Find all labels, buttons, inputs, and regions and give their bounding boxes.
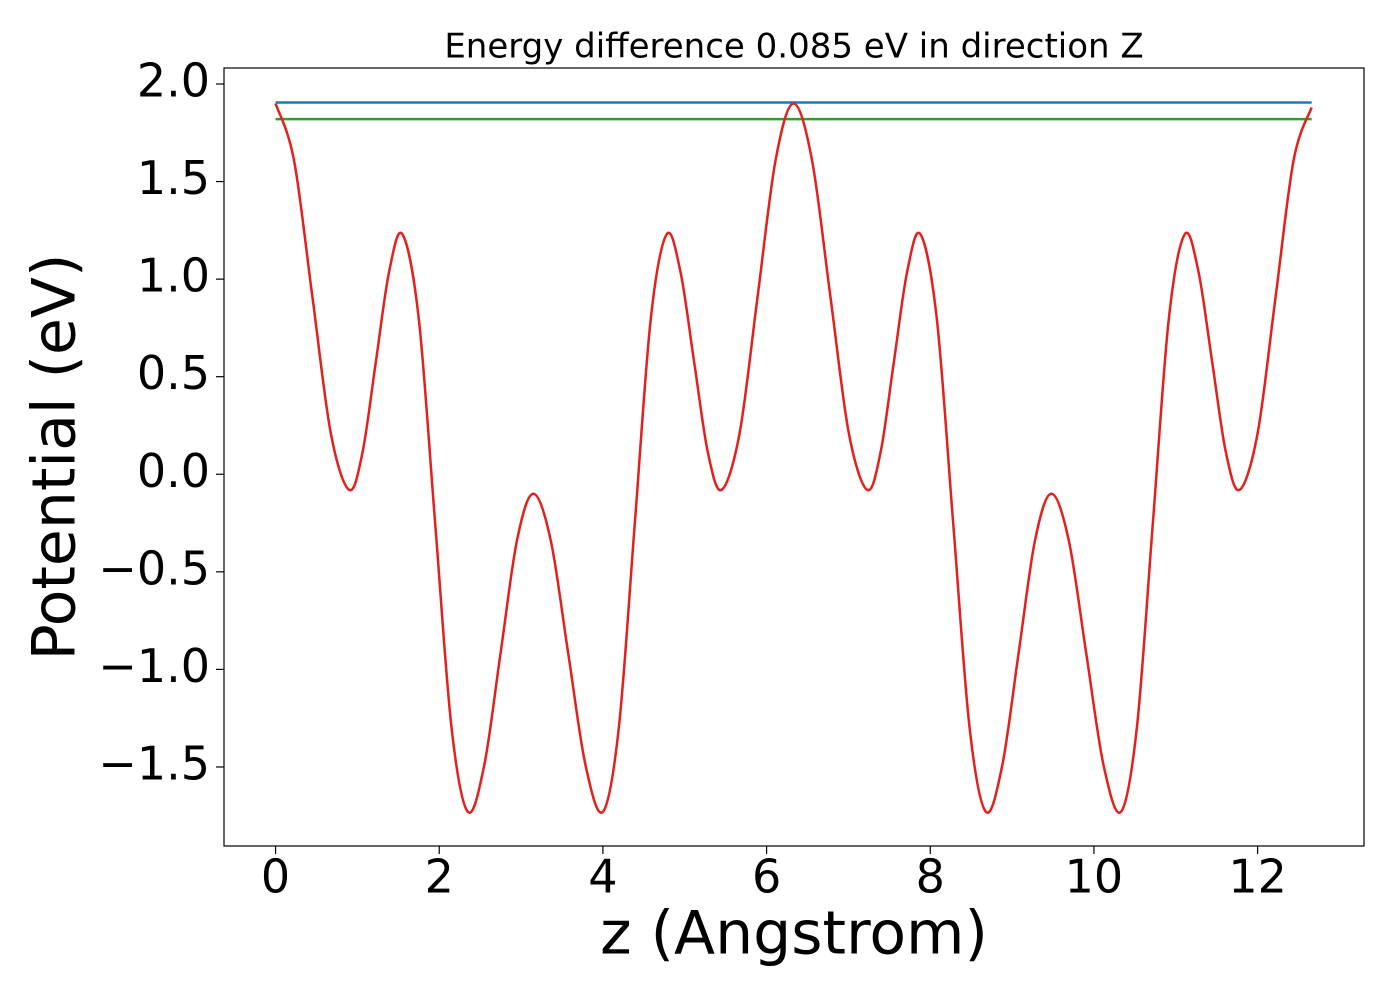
y-tick-label: 1.0 xyxy=(137,249,210,303)
y-tick-label: −1.5 xyxy=(98,736,210,790)
x-tick-label: 2 xyxy=(425,850,454,904)
x-tick-label: 6 xyxy=(752,850,781,904)
y-tick-label: 2.0 xyxy=(137,54,210,108)
x-axis-label: z (Angstrom) xyxy=(600,899,988,969)
y-tick-label: −1.0 xyxy=(98,639,210,693)
plot-frame xyxy=(223,67,1365,847)
data-line xyxy=(274,102,1313,814)
y-axis-label: Potential (eV) xyxy=(20,254,90,661)
x-tick-label: 8 xyxy=(916,850,945,904)
x-tick-label: 10 xyxy=(1065,850,1124,904)
y-tick-label: −0.5 xyxy=(98,541,210,595)
y-tick-label: 0.5 xyxy=(137,346,210,400)
y-tick-label: 1.5 xyxy=(137,151,210,205)
y-tick-label: 0.0 xyxy=(137,444,210,498)
x-tick-label: 0 xyxy=(261,850,290,904)
chart-title: Energy difference 0.085 eV in direction … xyxy=(444,27,1143,67)
x-tick-label: 12 xyxy=(1228,850,1287,904)
x-tick-label: 4 xyxy=(588,850,617,904)
